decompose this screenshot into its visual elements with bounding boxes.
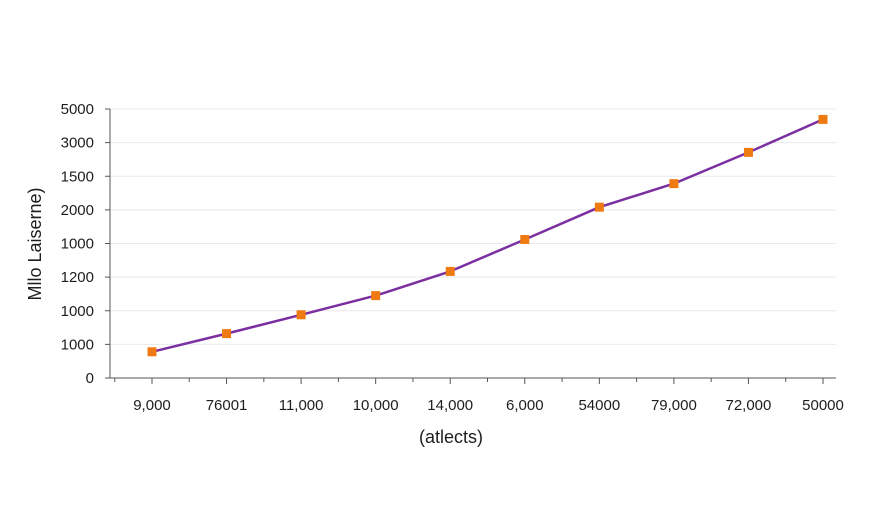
data-point-marker xyxy=(520,234,530,244)
x-tick-labels: 9,000 76001 11,000 10,000 14,000 6,000 54000 79… xyxy=(133,397,844,414)
y-tick-label: 3000 xyxy=(61,135,94,152)
x-tick-label: 54000 xyxy=(578,397,620,414)
y-tick-label: 1200 xyxy=(61,269,94,286)
x-tick-label: 79,000 xyxy=(651,397,697,414)
x-axis-title: (atlects) xyxy=(419,427,483,447)
series xyxy=(147,114,828,357)
data-point-marker xyxy=(147,347,157,357)
y-tick-label: 1000 xyxy=(61,236,94,253)
y-tick-label: 1000 xyxy=(61,336,94,353)
data-point-marker xyxy=(669,179,679,189)
data-point-marker xyxy=(296,310,306,320)
gridlines xyxy=(110,108,836,345)
data-point-marker xyxy=(594,202,604,212)
data-point-marker xyxy=(445,266,455,276)
y-tick-label: 2000 xyxy=(61,202,94,219)
x-tick-label: 72,000 xyxy=(725,397,771,414)
x-tick-label: 6,000 xyxy=(506,397,544,414)
axes xyxy=(105,108,836,384)
series-line xyxy=(150,118,825,354)
x-tick-label: 50000 xyxy=(802,397,844,414)
data-point-marker xyxy=(818,114,828,124)
x-tick-label: 10,000 xyxy=(353,397,399,414)
data-point-marker xyxy=(222,329,232,339)
y-tick-label: 0 xyxy=(86,370,94,387)
y-axis-title: Mllo Laiserne) xyxy=(25,187,45,300)
y-tick-label: 1500 xyxy=(61,168,94,185)
y-tick-labels: 0 1000 1000 1200 1000 2000 1500 3000 5000 xyxy=(61,101,94,387)
data-point-marker xyxy=(743,147,753,157)
y-tick-label: 1000 xyxy=(61,303,94,320)
x-tick-label: 76001 xyxy=(206,397,248,414)
x-tick-label: 11,000 xyxy=(279,397,324,414)
x-tick-label: 14,000 xyxy=(427,397,473,414)
data-point-marker xyxy=(371,291,381,301)
y-tick-label: 5000 xyxy=(61,101,94,118)
x-tick-label: 9,000 xyxy=(133,397,171,414)
